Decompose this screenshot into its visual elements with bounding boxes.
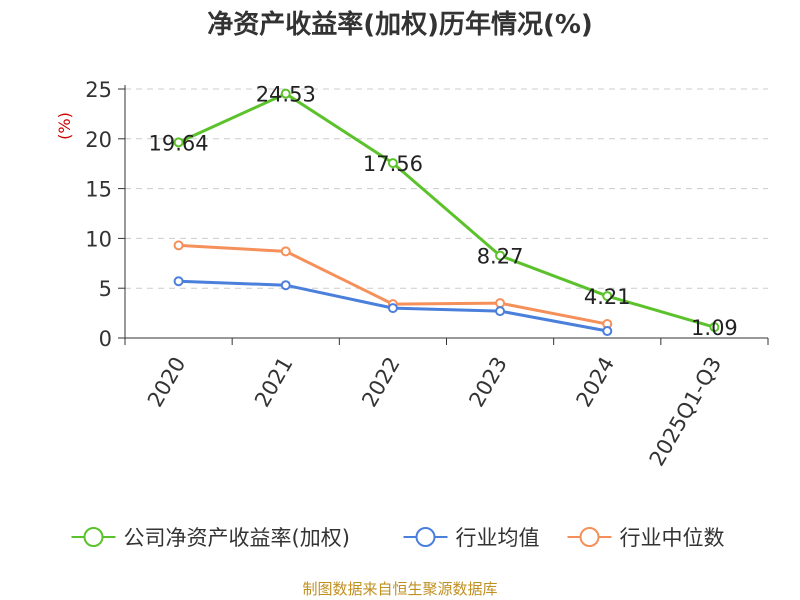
legend-item-2: 行业中位数 bbox=[567, 526, 725, 550]
legend-label: 行业中位数 bbox=[620, 526, 725, 550]
data-label: 4.21 bbox=[584, 285, 631, 309]
data-point bbox=[173, 137, 184, 148]
x-tick-label: 2025Q1-Q3 bbox=[645, 353, 727, 470]
data-point bbox=[495, 298, 506, 309]
y-axis-label: (%) bbox=[55, 112, 74, 140]
data-source: 制图数据来自恒生聚源数据库 bbox=[302, 580, 497, 598]
data-labels: 19.64 24.53 17.56 8.27 4.21 1.09 bbox=[149, 83, 738, 340]
series-1 bbox=[173, 276, 613, 337]
data-label: 24.53 bbox=[256, 83, 316, 107]
legend-marker bbox=[83, 527, 104, 547]
data-point bbox=[173, 240, 184, 251]
legend-marker bbox=[579, 527, 600, 547]
data-point bbox=[602, 326, 613, 337]
data-label: 17.56 bbox=[363, 152, 423, 176]
x-tick-label: 2023 bbox=[464, 353, 512, 411]
legend: 公司净资产收益率(加权) 行业均值 行业中位数 bbox=[71, 526, 725, 550]
data-point bbox=[173, 276, 184, 287]
y-tick-label: 5 bbox=[99, 277, 112, 301]
series-0 bbox=[173, 88, 720, 333]
grid bbox=[125, 88, 768, 289]
data-point bbox=[495, 250, 506, 261]
data-point bbox=[280, 246, 291, 257]
x-tick-label: 2020 bbox=[143, 353, 191, 411]
y-tick-label: 15 bbox=[85, 178, 112, 202]
data-point bbox=[280, 280, 291, 291]
legend-item-0: 公司净资产收益率(加权) bbox=[71, 526, 350, 550]
series bbox=[173, 88, 720, 337]
legend-label: 行业均值 bbox=[456, 526, 540, 550]
data-point bbox=[280, 88, 291, 99]
data-point bbox=[495, 306, 506, 317]
data-point bbox=[387, 303, 398, 314]
y-tick-label: 20 bbox=[85, 128, 112, 152]
chart-title: 净资产收益率(加权)历年情况(%) bbox=[207, 9, 593, 40]
legend-label: 公司净资产收益率(加权) bbox=[124, 526, 350, 550]
y-tick-label: 10 bbox=[85, 227, 112, 251]
y-tick-label: 0 bbox=[99, 327, 112, 351]
data-point bbox=[709, 322, 720, 333]
data-label: 8.27 bbox=[477, 245, 524, 269]
x-tick-label: 2021 bbox=[250, 353, 298, 411]
legend-marker bbox=[415, 527, 436, 547]
data-point bbox=[387, 158, 398, 169]
legend-item-1: 行业均值 bbox=[403, 526, 540, 550]
data-point bbox=[602, 291, 613, 302]
x-tick-label: 2024 bbox=[572, 353, 620, 411]
y-tick-label: 25 bbox=[85, 78, 112, 102]
x-tick-label: 2022 bbox=[357, 353, 405, 411]
series-line bbox=[177, 92, 715, 329]
data-label: 19.64 bbox=[149, 131, 209, 155]
data-label: 1.09 bbox=[691, 316, 738, 340]
